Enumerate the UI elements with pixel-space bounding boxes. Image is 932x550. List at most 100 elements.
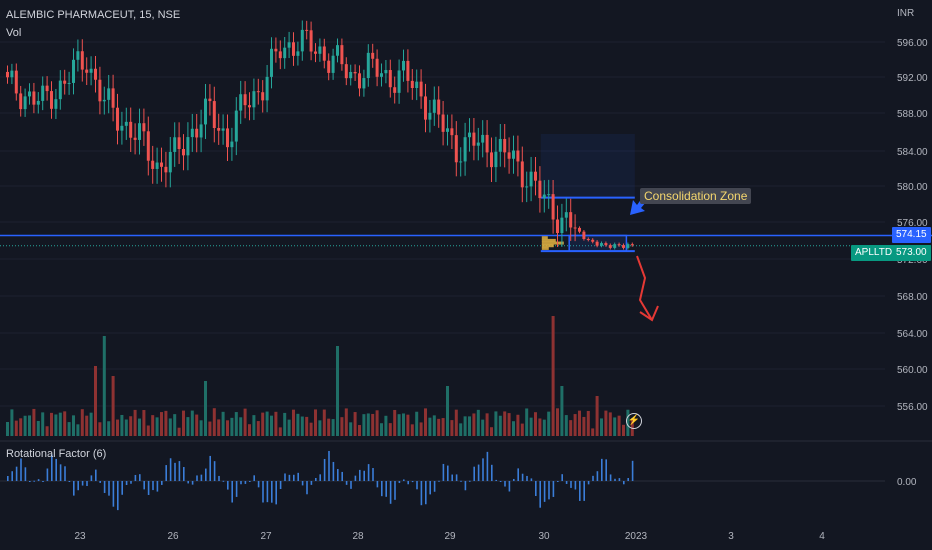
candle-body <box>327 60 331 73</box>
indicator-bar <box>187 481 189 484</box>
indicator-bar <box>548 481 550 500</box>
candle-body <box>300 29 304 52</box>
volume-label[interactable]: Vol <box>6 27 22 39</box>
volume-bar <box>287 419 291 436</box>
candle-body <box>358 73 361 89</box>
price-axis-tick: 564.00 <box>897 329 928 340</box>
candle-body <box>534 171 537 181</box>
candle-body <box>472 132 476 146</box>
volume-bar <box>80 409 84 436</box>
volume-profile-bar <box>541 236 548 240</box>
indicator-bar <box>315 477 317 481</box>
volume-bar <box>54 414 58 436</box>
candle-body <box>287 42 291 48</box>
indicator-bar <box>24 467 27 481</box>
indicator-bar <box>539 481 541 508</box>
candle-body <box>195 128 199 138</box>
candle-body <box>102 99 106 102</box>
volume-bar <box>28 415 31 436</box>
candle-body <box>498 138 502 152</box>
volume-bar <box>371 413 375 436</box>
candle-body <box>595 241 599 246</box>
consolidation-zone-callout[interactable]: Consolidation Zone <box>640 188 752 204</box>
candle-body <box>72 59 75 83</box>
indicator-bar <box>297 472 299 481</box>
volume-bar <box>129 416 133 436</box>
indicator-bar <box>117 481 119 511</box>
indicator-bar <box>535 481 537 496</box>
candle-body <box>419 81 423 97</box>
volume-bar <box>358 425 361 436</box>
candle-body <box>190 128 194 138</box>
candle-body <box>384 70 388 74</box>
volume-bar <box>472 413 476 436</box>
lightning-icon[interactable]: ⚡ <box>626 413 642 429</box>
indicator-bar <box>37 479 40 481</box>
indicator-bar <box>460 480 462 482</box>
volume-bar <box>322 409 326 436</box>
candle-body <box>336 45 339 56</box>
indicator-label[interactable]: Rotational Factor (6) <box>6 448 107 460</box>
candle-body <box>133 137 137 140</box>
volume-bar <box>424 408 427 436</box>
indicator-bar <box>99 481 101 483</box>
candle-body <box>85 69 89 73</box>
candle-body <box>50 91 53 109</box>
indicator-bar <box>77 481 79 491</box>
candle-body <box>630 244 634 246</box>
forecast-arrow-head <box>639 305 659 322</box>
indicator-bar <box>46 468 49 481</box>
volume-bar <box>600 418 603 436</box>
indicator-bar <box>543 481 546 502</box>
volume-bar <box>498 415 502 436</box>
indicator-bar <box>227 481 229 490</box>
indicator-bar <box>579 481 581 501</box>
candle-body <box>481 134 485 143</box>
candle-body <box>296 51 300 56</box>
indicator-bar <box>222 480 225 482</box>
candle-body <box>490 152 493 168</box>
indicator-bar <box>257 481 260 488</box>
volume-bar <box>604 410 608 436</box>
indicator-bar <box>191 481 194 485</box>
indicator-bar <box>90 475 93 481</box>
candle-body <box>252 91 256 108</box>
indicator-bar <box>293 474 295 481</box>
indicator-bar <box>235 481 238 497</box>
indicator-bar <box>337 469 339 481</box>
indicator-bar <box>429 481 431 495</box>
volume-bar <box>164 410 168 436</box>
indicator-bar <box>59 464 62 481</box>
volume-bar <box>314 409 317 436</box>
indicator-bar <box>95 469 97 481</box>
candle-body <box>503 138 507 153</box>
volume-bar <box>450 420 454 436</box>
indicator-bar <box>583 481 585 501</box>
indicator-bar <box>262 481 264 503</box>
time-axis-tick: 3 <box>728 531 734 542</box>
candle-body <box>613 244 617 248</box>
indicator-bar <box>601 458 603 481</box>
candle-body <box>586 239 590 241</box>
volume-bar <box>102 336 106 436</box>
indicator-bar <box>11 471 13 481</box>
volume-bar <box>72 415 75 436</box>
candle-body <box>393 87 397 93</box>
volume-bar <box>221 411 225 436</box>
volume-bar <box>613 417 617 436</box>
symbol-title[interactable]: ALEMBIC PHARMACEUT, 15, NSE <box>6 9 181 21</box>
volume-bar <box>375 410 379 436</box>
indicator-bar <box>631 460 634 481</box>
candle-body <box>520 161 524 188</box>
indicator-bar <box>521 473 524 481</box>
indicator-bar <box>411 481 414 483</box>
candle-body <box>441 114 445 132</box>
indicator-bar <box>73 481 75 496</box>
forecast-arrow <box>636 255 653 321</box>
volume-bar <box>569 420 573 436</box>
candle-body <box>239 94 243 111</box>
candle-body <box>349 72 353 79</box>
volume-bar <box>336 346 339 436</box>
volume-bar <box>402 413 405 436</box>
